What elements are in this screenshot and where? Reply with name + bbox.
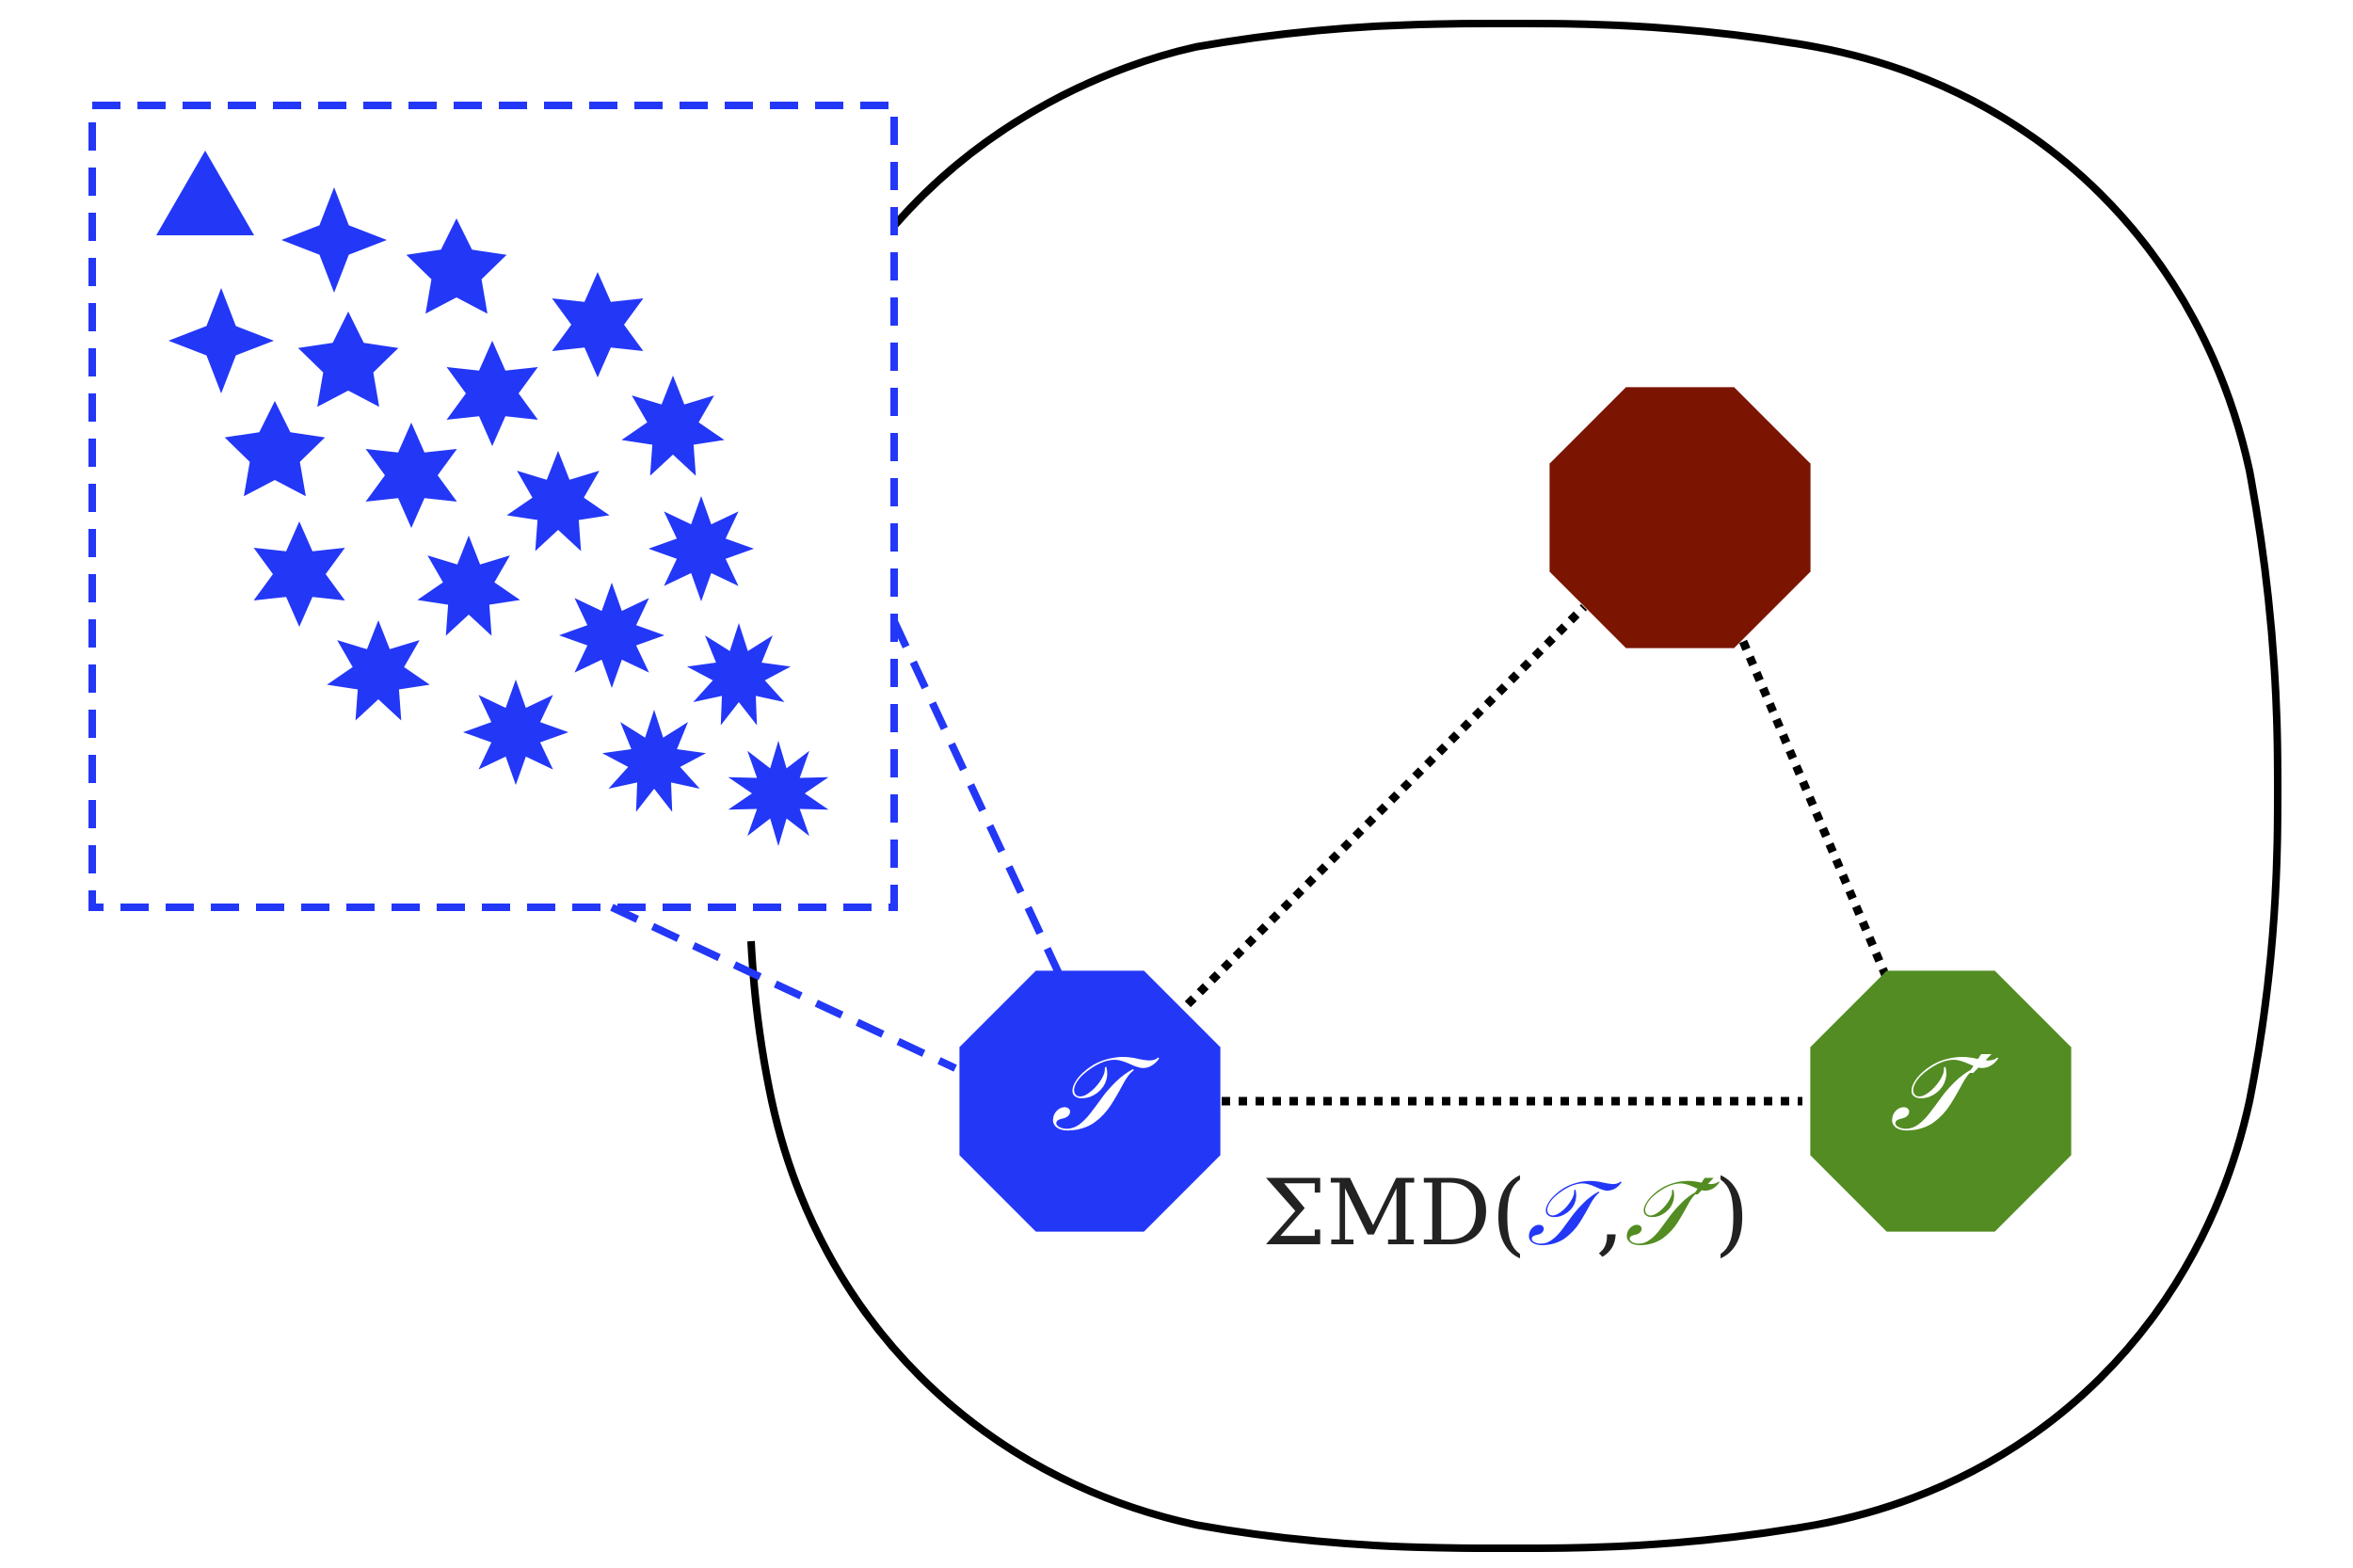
edge-top-to-tprime bbox=[1732, 624, 1897, 992]
star-8-point bbox=[463, 680, 568, 785]
zoom-connector-lower bbox=[610, 904, 957, 1072]
star-10-point bbox=[728, 741, 829, 846]
star-5-point bbox=[224, 401, 326, 497]
edge-label-suffix: ) bbox=[1714, 1160, 1749, 1266]
space-boundary bbox=[747, 19, 2281, 1553]
star-9-point bbox=[686, 623, 792, 726]
star-6-point bbox=[446, 341, 538, 446]
star-7-point bbox=[506, 451, 610, 552]
star-3-point bbox=[156, 151, 254, 235]
star-6-point bbox=[365, 423, 457, 528]
node-top-octagon bbox=[1549, 387, 1811, 648]
star-5-point bbox=[406, 218, 507, 314]
node-t-octagon bbox=[959, 970, 1221, 1232]
edge-label-arg2: 𝒯′ bbox=[1625, 1160, 1721, 1266]
star-7-point bbox=[417, 536, 520, 636]
zoom-connector-upper bbox=[890, 619, 1067, 985]
star-6-point bbox=[253, 521, 345, 627]
star-8-point bbox=[648, 496, 754, 601]
edge-label-prefix: ΣMD( bbox=[1262, 1160, 1527, 1266]
star-4-point bbox=[168, 288, 274, 393]
node-tprime-octagon bbox=[1810, 970, 2072, 1232]
star-8-point bbox=[559, 583, 664, 688]
star-7-point bbox=[621, 376, 725, 476]
star-5-point bbox=[297, 312, 399, 408]
edge-label: ΣMD(𝒯,𝒯′) bbox=[1262, 1160, 1749, 1266]
star-sample-grid bbox=[156, 151, 829, 846]
node-tprime-label: 𝒯′ bbox=[1889, 1033, 1998, 1154]
star-9-point bbox=[601, 710, 707, 812]
zoom-box bbox=[88, 102, 898, 911]
star-4-point bbox=[281, 187, 387, 293]
edge-t-to-top bbox=[1184, 603, 1588, 1008]
edge-label-sep: , bbox=[1595, 1160, 1625, 1266]
star-7-point bbox=[327, 620, 430, 721]
star-6-point bbox=[552, 272, 644, 377]
